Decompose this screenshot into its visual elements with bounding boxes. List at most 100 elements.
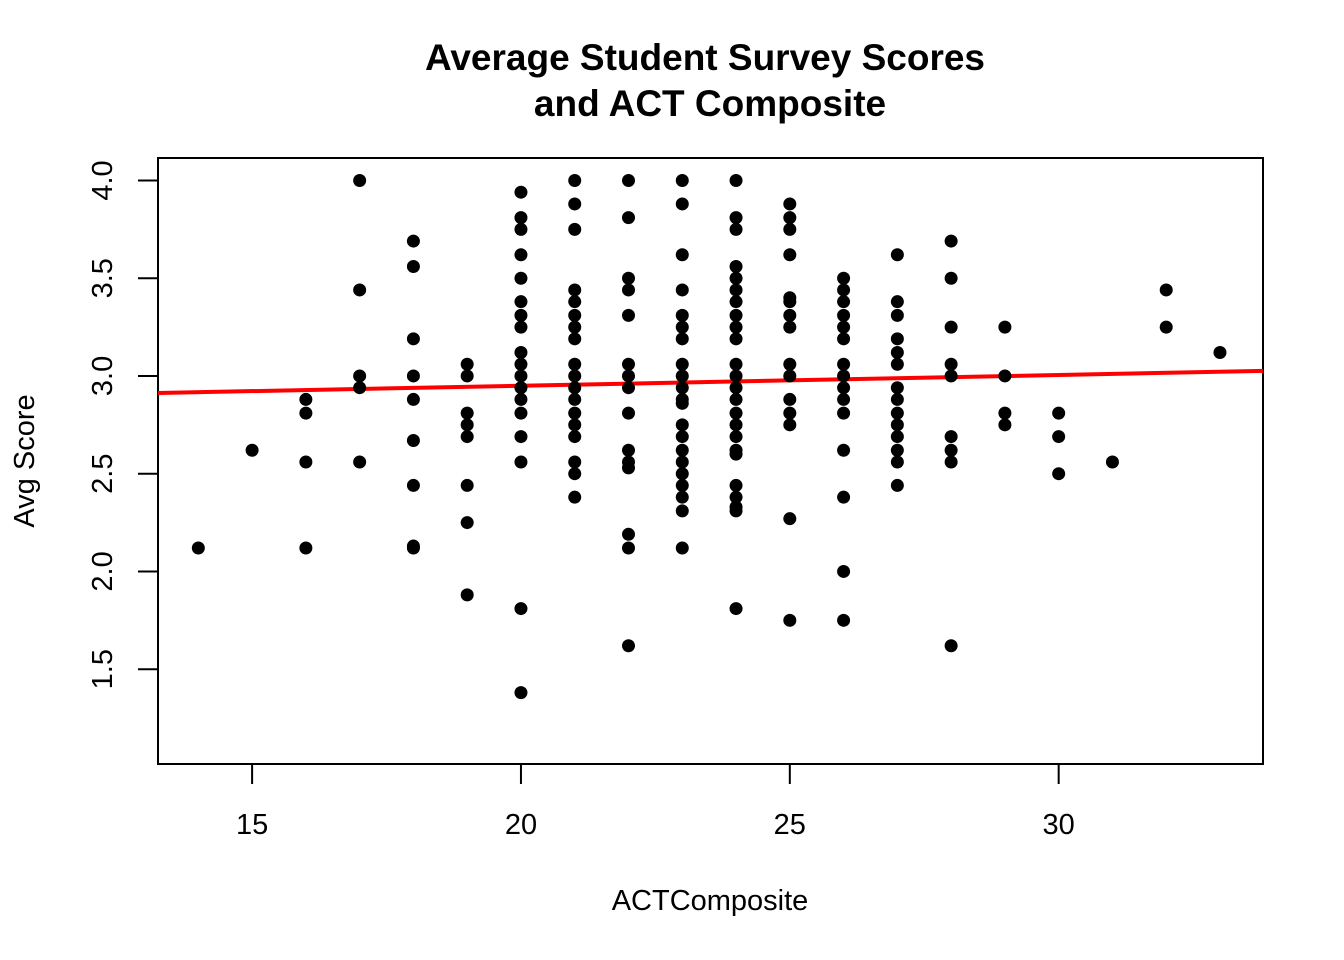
x-axis-label: ACTComposite: [612, 885, 809, 917]
data-point: [406, 332, 420, 346]
data-point: [944, 271, 958, 285]
data-point: [837, 392, 851, 406]
x-axis: 15 20 25 30: [236, 763, 1075, 841]
data-point: [837, 490, 851, 504]
data-point: [568, 197, 582, 211]
data-point: [890, 295, 904, 309]
data-point: [460, 357, 474, 371]
data-point: [675, 369, 689, 383]
data-point: [568, 490, 582, 504]
data-point: [890, 478, 904, 492]
data-point: [514, 320, 528, 334]
data-point: [514, 308, 528, 322]
data-point: [675, 396, 689, 410]
data-point: [353, 369, 367, 383]
data-point: [1159, 320, 1173, 334]
data-point: [675, 541, 689, 555]
data-point: [890, 406, 904, 420]
data-point: [514, 392, 528, 406]
data-point: [406, 392, 420, 406]
data-point: [675, 357, 689, 371]
data-point: [783, 512, 797, 526]
data-point: [514, 381, 528, 395]
regression-line: [157, 368, 1264, 395]
data-point: [621, 271, 635, 285]
y-tick-label: 4.0: [87, 160, 119, 200]
data-point: [729, 259, 743, 273]
data-point: [568, 455, 582, 469]
data-point: [837, 613, 851, 627]
data-point: [837, 564, 851, 578]
data-point: [406, 478, 420, 492]
data-points: [191, 173, 1227, 700]
data-point: [837, 271, 851, 285]
data-point: [783, 418, 797, 432]
data-point: [998, 369, 1012, 383]
data-point: [621, 639, 635, 653]
data-point: [890, 381, 904, 395]
data-point: [568, 392, 582, 406]
data-point: [729, 211, 743, 225]
data-point: [783, 392, 797, 406]
data-point: [568, 332, 582, 346]
data-point: [514, 248, 528, 262]
y-tick-label: 1.5: [87, 649, 119, 689]
data-point: [568, 430, 582, 444]
data-point: [998, 406, 1012, 420]
data-point: [675, 478, 689, 492]
data-point: [621, 381, 635, 395]
data-point: [621, 357, 635, 371]
data-point: [783, 197, 797, 211]
data-point: [729, 430, 743, 444]
data-point: [406, 259, 420, 273]
data-point: [837, 320, 851, 334]
data-point: [245, 443, 259, 457]
data-point: [890, 248, 904, 262]
data-point: [514, 430, 528, 444]
data-point: [783, 406, 797, 420]
data-point: [944, 320, 958, 334]
plot-frame: [157, 157, 1264, 765]
data-point: [621, 308, 635, 322]
data-point: [675, 381, 689, 395]
data-point: [514, 369, 528, 383]
data-point: [783, 222, 797, 236]
data-point: [837, 443, 851, 457]
data-point: [406, 433, 420, 447]
data-point: [621, 443, 635, 457]
data-point: [299, 455, 313, 469]
data-point: [729, 357, 743, 371]
data-point: [729, 271, 743, 285]
data-point: [890, 357, 904, 371]
data-point: [675, 443, 689, 457]
data-point: [675, 418, 689, 432]
data-point: [675, 197, 689, 211]
data-point: [568, 320, 582, 334]
data-point: [675, 283, 689, 297]
data-point: [729, 490, 743, 504]
data-point: [514, 222, 528, 236]
data-point: [460, 418, 474, 432]
data-point: [568, 357, 582, 371]
data-point: [944, 234, 958, 248]
data-point: [890, 346, 904, 360]
data-point: [621, 406, 635, 420]
data-point: [621, 283, 635, 297]
x-tick-label: 15: [236, 809, 268, 841]
data-point: [783, 211, 797, 225]
data-point: [568, 406, 582, 420]
data-point: [675, 308, 689, 322]
data-point: [729, 418, 743, 432]
data-point: [729, 504, 743, 518]
data-point: [460, 516, 474, 530]
chart-title-line-1: Average Student Survey Scores: [425, 37, 985, 78]
data-point: [1052, 430, 1066, 444]
data-point: [568, 222, 582, 236]
data-point: [675, 320, 689, 334]
data-point: [783, 613, 797, 627]
data-point: [837, 357, 851, 371]
data-point: [837, 308, 851, 322]
data-point: [890, 418, 904, 432]
data-point: [621, 369, 635, 383]
data-point: [729, 320, 743, 334]
